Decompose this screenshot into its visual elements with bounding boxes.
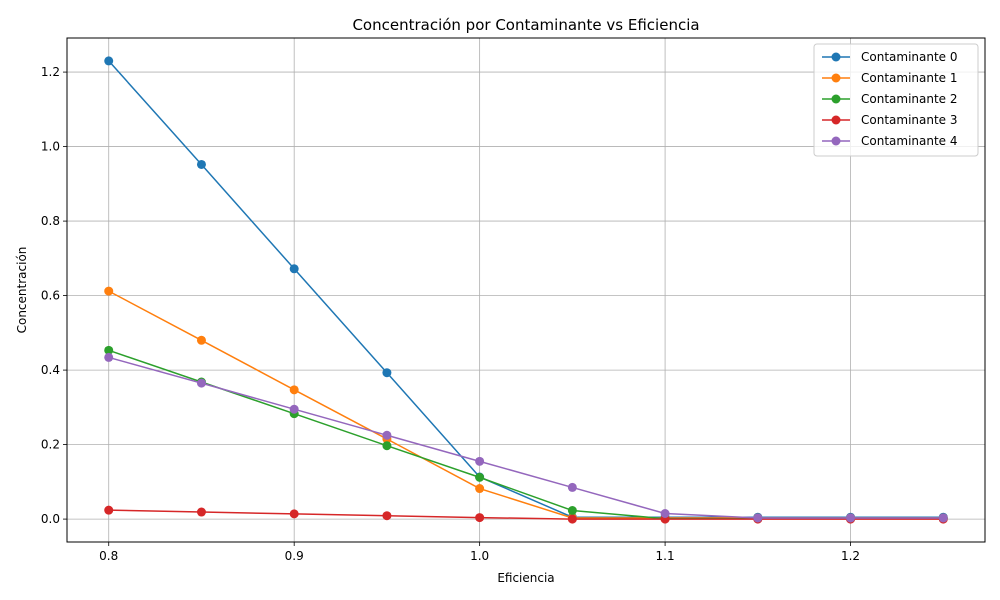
series-line xyxy=(108,509,944,520)
y-tick-label: 0.8 xyxy=(41,214,60,228)
series-4 xyxy=(104,352,948,523)
data-point xyxy=(382,441,392,451)
data-point xyxy=(289,264,299,274)
legend-marker xyxy=(831,136,841,146)
y-tick-label: 1.2 xyxy=(41,65,60,79)
y-axis-label: Concentración xyxy=(15,247,29,334)
legend-marker xyxy=(831,52,841,62)
data-point xyxy=(475,472,485,482)
legend-marker xyxy=(831,94,841,104)
y-tick-label: 1.0 xyxy=(41,140,60,154)
y-axis: 0.0 0.2 0.4 0.6 0.8 1.0 1.2 xyxy=(41,65,67,526)
data-point xyxy=(196,507,206,517)
data-point xyxy=(846,513,856,523)
legend-item: Contaminante 2 xyxy=(822,92,958,106)
legend-label: Contaminante 1 xyxy=(861,71,958,85)
data-point xyxy=(660,509,670,519)
legend-label: Contaminante 2 xyxy=(861,92,958,106)
data-point xyxy=(196,159,206,169)
x-tick-label: 0.8 xyxy=(99,549,118,563)
legend-label: Contaminante 0 xyxy=(861,50,958,64)
data-point xyxy=(753,513,763,523)
data-point xyxy=(382,430,392,440)
data-point xyxy=(289,509,299,519)
data-point xyxy=(289,385,299,395)
data-point xyxy=(567,506,577,516)
x-tick-label: 1.2 xyxy=(841,549,860,563)
data-point xyxy=(567,482,577,492)
data-point xyxy=(938,513,948,523)
series-layer xyxy=(104,56,948,524)
data-point xyxy=(104,505,114,515)
data-point xyxy=(475,484,485,494)
legend-label: Contaminante 3 xyxy=(861,113,958,127)
y-tick-label: 0.0 xyxy=(41,512,60,526)
chart-title: Concentración por Contaminante vs Eficie… xyxy=(352,16,699,34)
legend-marker xyxy=(831,115,841,125)
data-point xyxy=(567,514,577,524)
plot-frame xyxy=(66,37,986,543)
data-point xyxy=(382,368,392,378)
x-axis: 0.8 0.9 1.0 1.1 1.2 xyxy=(99,542,860,563)
data-point xyxy=(475,456,485,466)
legend-item: Contaminante 4 xyxy=(822,134,958,148)
legend-frame xyxy=(813,43,979,157)
x-tick-label: 1.1 xyxy=(656,549,675,563)
legend: Contaminante 0 Contaminante 1 Contaminante… xyxy=(813,43,979,157)
legend-label: Contaminante 4 xyxy=(861,134,958,148)
x-axis-label: Eficiencia xyxy=(497,571,554,585)
data-point xyxy=(196,378,206,388)
legend-marker xyxy=(831,73,841,83)
data-point xyxy=(104,286,114,296)
y-tick-label: 0.2 xyxy=(41,438,60,452)
series-line xyxy=(108,356,944,519)
data-point xyxy=(196,335,206,345)
legend-item: Contaminante 1 xyxy=(822,71,958,85)
legend-item: Contaminante 3 xyxy=(822,113,958,127)
y-tick-label: 0.4 xyxy=(41,363,60,377)
data-point xyxy=(104,56,114,66)
data-point xyxy=(382,511,392,521)
y-tick-label: 0.6 xyxy=(41,289,60,303)
data-point xyxy=(104,352,114,362)
x-tick-label: 1.0 xyxy=(470,549,489,563)
x-tick-label: 0.9 xyxy=(285,549,304,563)
data-point xyxy=(289,404,299,414)
data-point xyxy=(104,345,114,355)
data-point xyxy=(475,513,485,523)
legend-item: Contaminante 0 xyxy=(822,50,958,64)
